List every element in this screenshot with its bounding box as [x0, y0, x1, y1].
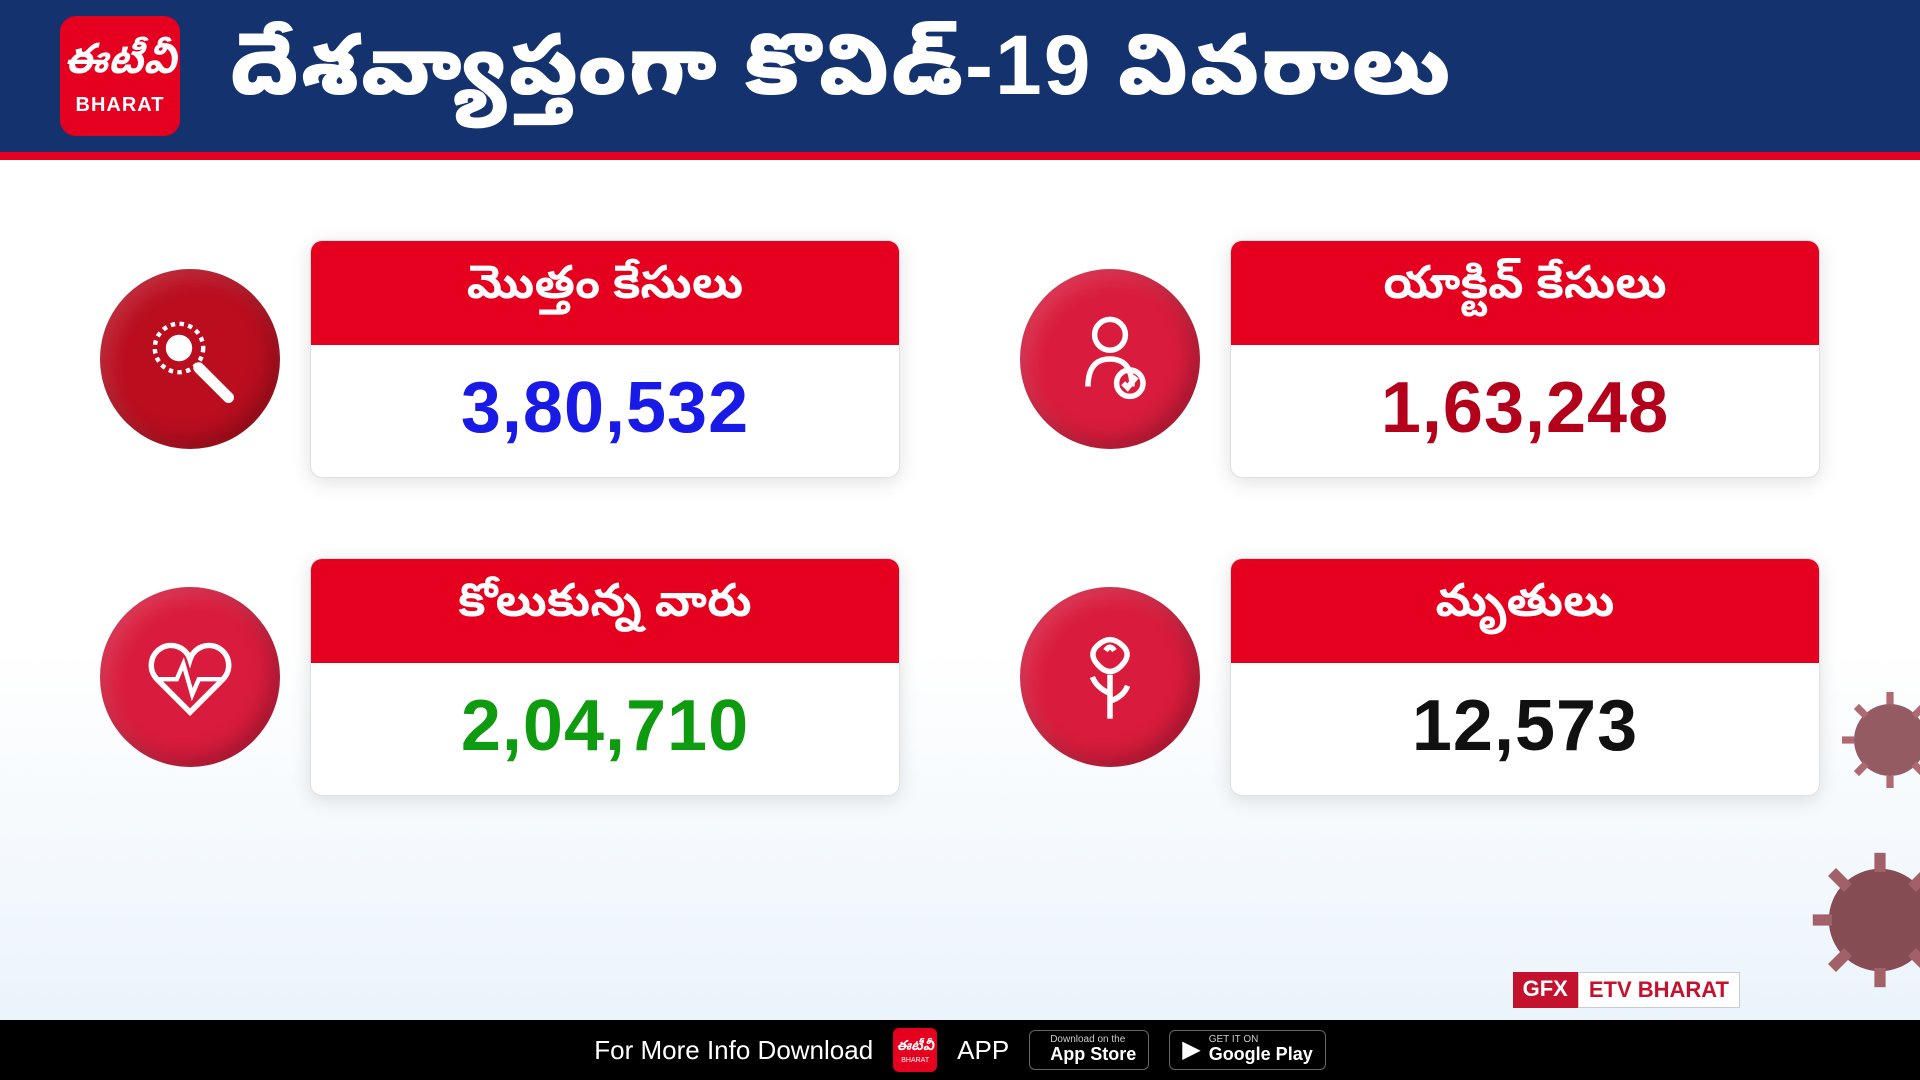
stat-label: మొత్తం కేసులు — [311, 241, 899, 345]
footer-app-text: APP — [957, 1035, 1009, 1066]
logo-text-top: ఈటీవీ — [64, 35, 176, 94]
stat-active-cases: యాక్టివ్ కేసులు 1,63,248 — [1020, 240, 1820, 478]
gfx-brand: ETV BHARAT — [1578, 972, 1740, 1008]
gfx-credit: GFX ETV BHARAT — [1513, 972, 1740, 1008]
stat-value: 12,573 — [1231, 663, 1819, 795]
brand-logo: ఈటీవీ BHARAT — [60, 16, 180, 136]
virus-decoration-icon — [1830, 680, 1920, 800]
stat-recovered: కోలుకున్న వారు 2,04,710 — [100, 558, 900, 796]
googleplay-badge[interactable]: ▶ GET IT ON Google Play — [1169, 1030, 1326, 1070]
person-check-icon — [1020, 269, 1200, 449]
stat-value: 2,04,710 — [311, 663, 899, 795]
stat-value: 3,80,532 — [311, 345, 899, 477]
footer-brand-logo: ఈటీవీ BHARAT — [893, 1028, 937, 1072]
stat-deaths: మృతులు 12,573 — [1020, 558, 1820, 796]
page-title: దేశవ్యాప్తంగా కొవిడ్-19 వివరాలు — [230, 17, 1452, 135]
stat-card: మృతులు 12,573 — [1230, 558, 1820, 796]
stat-total-cases: మొత్తం కేసులు 3,80,532 — [100, 240, 900, 478]
appstore-big-text: App Store — [1050, 1045, 1136, 1065]
footer-text: For More Info Download — [594, 1035, 873, 1066]
stat-card: కోలుకున్న వారు 2,04,710 — [310, 558, 900, 796]
appstore-badge[interactable]: Download on the App Store — [1029, 1030, 1149, 1070]
play-big-text: Google Play — [1209, 1045, 1313, 1065]
play-icon: ▶ — [1182, 1035, 1200, 1064]
magnify-virus-icon — [100, 269, 280, 449]
logo-text-bottom: BHARAT — [76, 94, 165, 117]
stat-card: మొత్తం కేసులు 3,80,532 — [310, 240, 900, 478]
virus-decoration-icon — [1800, 840, 1920, 1000]
stat-value: 1,63,248 — [1231, 345, 1819, 477]
stat-label: మృతులు — [1231, 559, 1819, 663]
stats-grid: మొత్తం కేసులు 3,80,532 యాక్టివ్ కేసులు 1… — [0, 160, 1920, 796]
stat-card: యాక్టివ్ కేసులు 1,63,248 — [1230, 240, 1820, 478]
gfx-label: GFX — [1513, 972, 1578, 1008]
stat-label: కోలుకున్న వారు — [311, 559, 899, 663]
rose-icon — [1020, 587, 1200, 767]
header-bar: ఈటీవీ BHARAT దేశవ్యాప్తంగా కొవిడ్-19 వివ… — [0, 0, 1920, 160]
stat-label: యాక్టివ్ కేసులు — [1231, 241, 1819, 345]
footer-bar: For More Info Download ఈటీవీ BHARAT APP … — [0, 1020, 1920, 1080]
heart-pulse-icon — [100, 587, 280, 767]
